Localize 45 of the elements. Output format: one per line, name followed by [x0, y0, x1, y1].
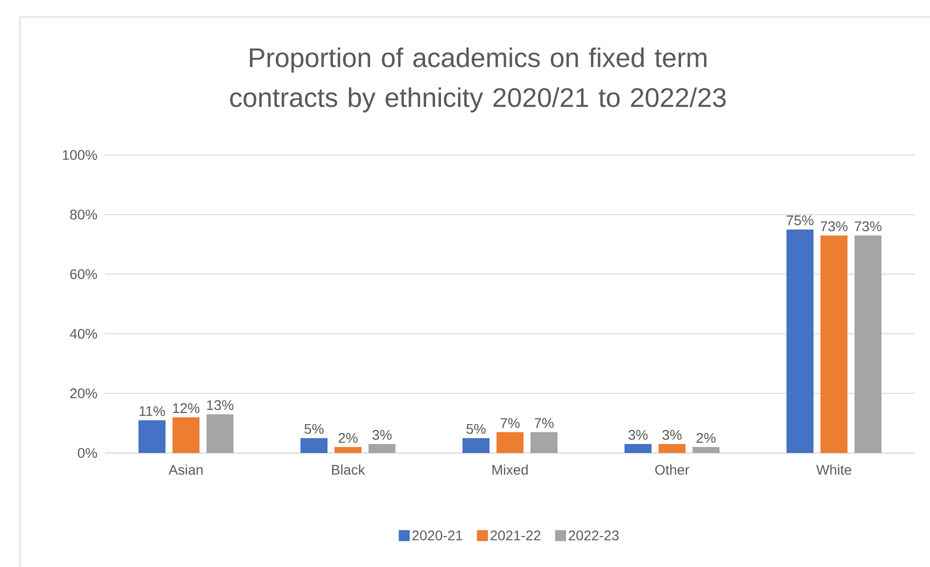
bar: [624, 444, 652, 453]
data-label: 3%: [662, 430, 682, 440]
bar: [462, 438, 490, 453]
data-label: 2%: [338, 432, 358, 443]
x-tick-label: Asian: [168, 464, 203, 475]
y-tick-label: 20%: [70, 388, 97, 398]
data-label: 3%: [372, 430, 392, 440]
data-label: 7%: [500, 418, 520, 428]
x-tick-label: Black: [332, 464, 366, 475]
bar: [658, 444, 686, 453]
y-tick-label: 0%: [78, 448, 97, 458]
bar: [530, 432, 558, 453]
legend-label: 2020-21: [412, 530, 462, 540]
data-label: 3%: [628, 430, 648, 440]
x-tick-label: Other: [655, 464, 690, 475]
legend-label: 2022-23: [568, 530, 619, 540]
bar: [854, 235, 882, 453]
bar: [138, 420, 166, 453]
y-tick-label: 100%: [62, 150, 97, 160]
data-label: 7%: [534, 418, 554, 428]
x-tick-label: Mixed: [492, 464, 528, 475]
x-tick-label: White: [816, 464, 852, 475]
data-label: 13%: [207, 400, 234, 410]
bar: [692, 447, 720, 453]
y-tick-label: 80%: [70, 210, 97, 220]
y-tick-label: 40%: [70, 328, 97, 339]
bar: [172, 417, 200, 453]
bar: [300, 438, 328, 453]
bar: [368, 444, 396, 453]
data-label: 2%: [696, 432, 716, 443]
data-label: 12%: [173, 403, 200, 414]
chart-title: Proportion of academics on fixed term contracts by ethnicity 2020/21 to 2022/23: [230, 48, 726, 112]
data-label: 73%: [854, 221, 882, 232]
bar: [496, 432, 524, 453]
data-label: 73%: [820, 221, 848, 232]
data-label: 75%: [786, 215, 814, 226]
y-tick-label: 60%: [70, 269, 97, 280]
bar: [820, 235, 848, 453]
bar: [206, 414, 234, 453]
bar: [786, 229, 814, 453]
bar: [334, 447, 362, 453]
data-label: 5%: [466, 424, 486, 434]
legend-label: 2021-22: [490, 530, 540, 540]
data-label: 5%: [304, 424, 324, 434]
data-label: 11%: [140, 406, 165, 416]
